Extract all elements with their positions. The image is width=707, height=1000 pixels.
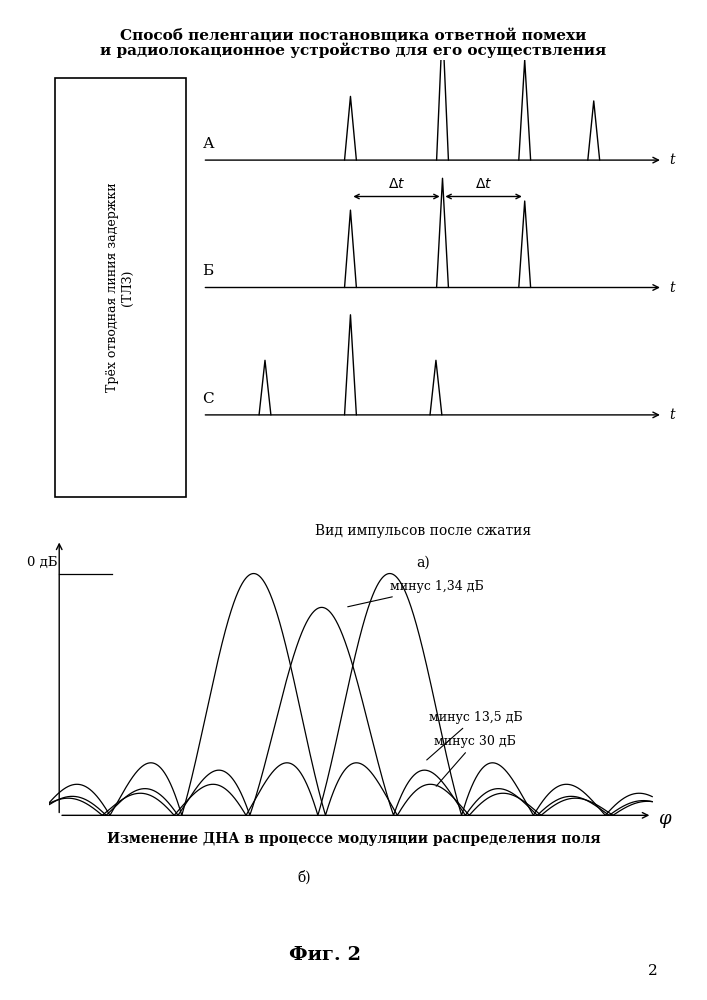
Text: $\Delta t$: $\Delta t$ (474, 177, 492, 191)
Text: $\Delta t$: $\Delta t$ (388, 177, 405, 191)
Text: б): б) (297, 870, 311, 884)
Text: А: А (202, 137, 214, 151)
Text: 0 дБ: 0 дБ (27, 556, 57, 569)
Text: φ: φ (658, 810, 671, 828)
Text: t: t (670, 280, 675, 294)
Text: а): а) (416, 556, 430, 570)
Text: Фиг. 2: Фиг. 2 (289, 946, 361, 964)
Text: t: t (670, 408, 675, 422)
Text: минус 1,34 дБ: минус 1,34 дБ (348, 580, 484, 607)
Text: С: С (202, 392, 214, 406)
Text: Вид импульсов после сжатия: Вид импульсов после сжатия (315, 524, 531, 538)
Text: минус 13,5 дБ: минус 13,5 дБ (427, 711, 522, 760)
Text: t: t (670, 153, 675, 167)
Text: Трёх отводная линия задержки
(ТЛЗ): Трёх отводная линия задержки (ТЛЗ) (106, 183, 134, 392)
Bar (54, 78, 186, 497)
Text: Способ пеленгации постановщика ответной помехи: Способ пеленгации постановщика ответной … (120, 28, 587, 42)
Text: Изменение ДНА в процессе модуляции распределения поля: Изменение ДНА в процессе модуляции распр… (107, 832, 600, 846)
Text: Б: Б (202, 264, 214, 278)
Text: и радиолокационное устройство для его осуществления: и радиолокационное устройство для его ос… (100, 43, 607, 58)
Text: минус 30 дБ: минус 30 дБ (434, 735, 516, 786)
Text: 2: 2 (648, 964, 658, 978)
